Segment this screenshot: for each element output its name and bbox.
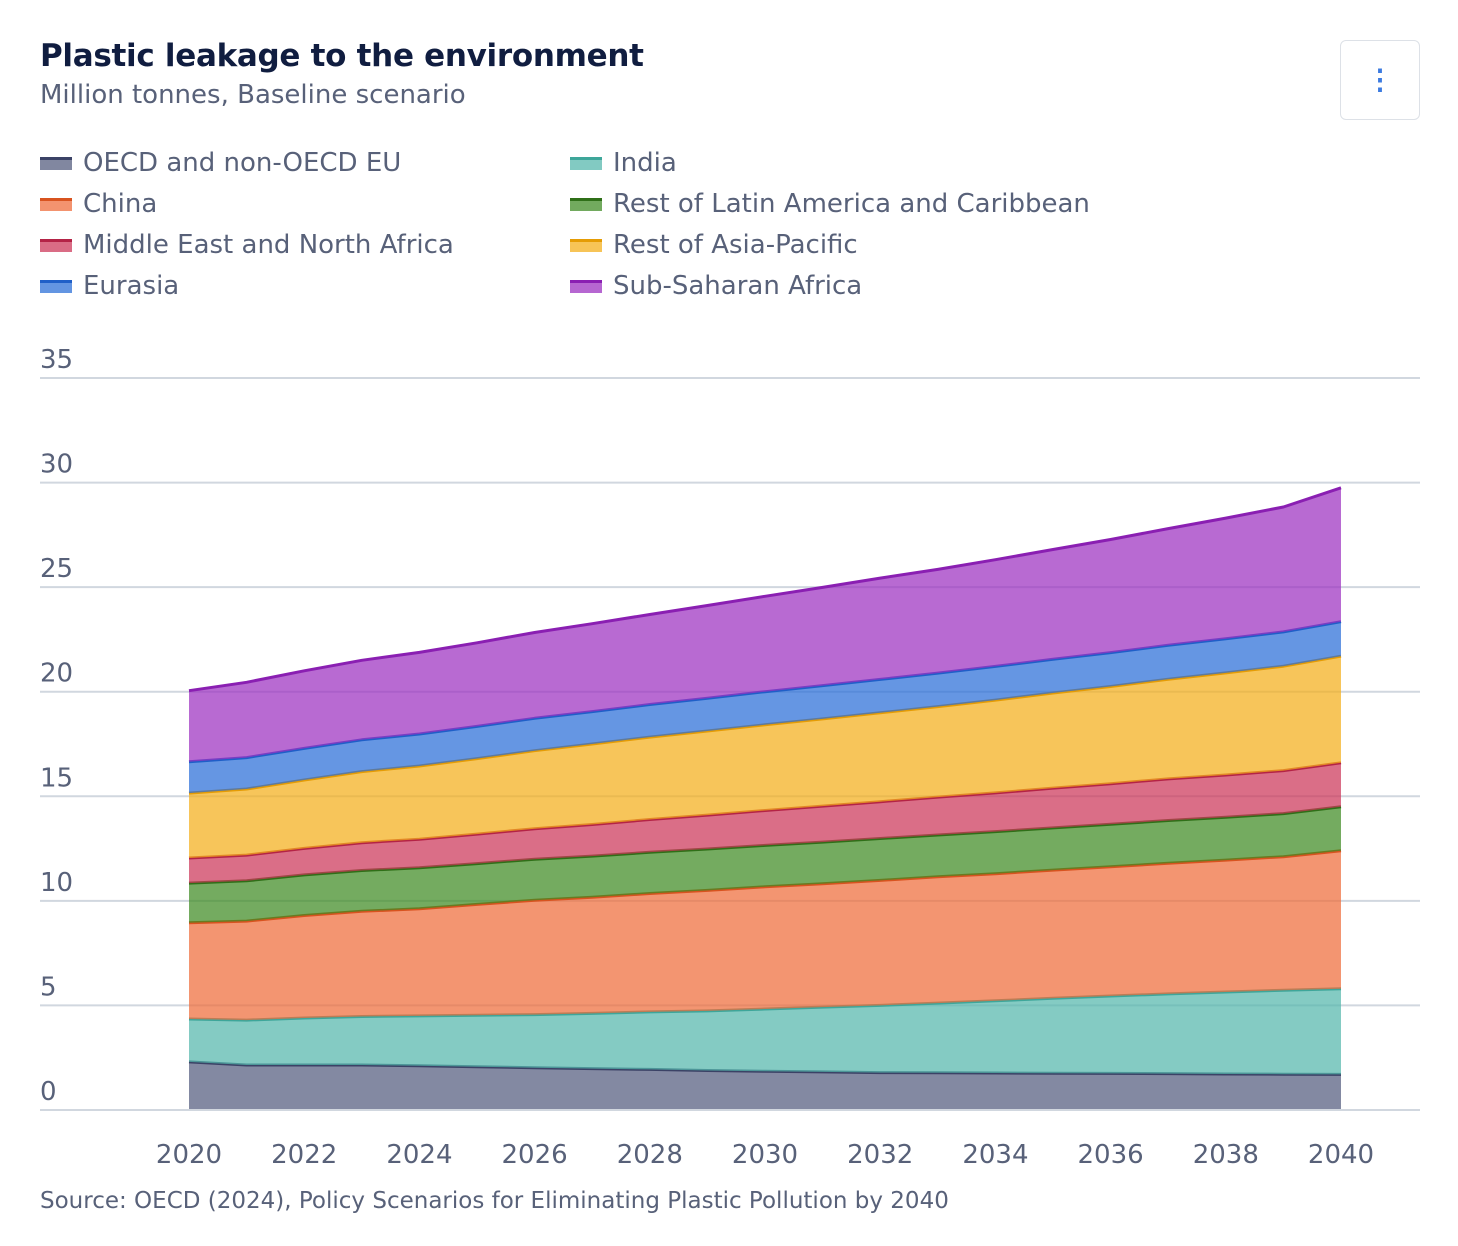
stacked-areas xyxy=(188,486,1342,1110)
legend-item[interactable]: Sub-Saharan Africa xyxy=(570,267,862,305)
area-china[interactable] xyxy=(189,850,1341,1021)
x-tick-label: 2022 xyxy=(271,1140,337,1170)
y-tick-label: 30 xyxy=(40,450,73,480)
axes: 0 5 10 15 20 25 30 35 2020 2022 2024 2026 2028 2030 20… xyxy=(40,345,1420,1170)
legend-label: India xyxy=(613,148,677,178)
chart-legend: OECD and non-OECD EU China Middle East and… xyxy=(40,144,1140,314)
legend-label: Rest of Latin America and Caribbean xyxy=(613,189,1090,219)
area-india[interactable] xyxy=(189,988,1341,1075)
x-tick-label: 2030 xyxy=(732,1140,798,1170)
x-tick-label: 2024 xyxy=(386,1140,452,1170)
x-tick-label: 2040 xyxy=(1308,1140,1374,1170)
legend-swatch xyxy=(40,156,72,170)
x-tick-label: 2020 xyxy=(156,1140,222,1170)
chart-title: Plastic leakage to the environment xyxy=(40,38,644,74)
legend-label: Sub-Saharan Africa xyxy=(613,271,863,301)
area-middle-east-and-north-africa[interactable] xyxy=(189,762,1341,884)
legend-label: Middle East and North Africa xyxy=(83,230,454,260)
y-tick-label: 35 xyxy=(40,345,73,375)
legend-swatch xyxy=(570,238,602,252)
chart-source: Source: OECD (2024), Policy Scenarios fo… xyxy=(40,1188,949,1214)
legend-item[interactable]: India xyxy=(570,144,677,182)
area-eurasia[interactable] xyxy=(189,621,1341,794)
x-tick-label: 2028 xyxy=(617,1140,683,1170)
legend-item[interactable]: Rest of Asia-Pacific xyxy=(570,226,858,264)
legend-label: China xyxy=(83,189,158,219)
y-tick-label: 5 xyxy=(40,972,57,1002)
x-tick-label: 2036 xyxy=(1078,1140,1144,1170)
area-sub-saharan-africa[interactable] xyxy=(189,487,1341,762)
chart-subtitle: Million tonnes, Baseline scenario xyxy=(40,80,466,110)
chart-menu-button[interactable]: ⋮ xyxy=(1340,40,1420,120)
series-line xyxy=(188,486,1342,693)
area-rest-of-asia-pacific[interactable] xyxy=(189,656,1341,858)
legend-label: OECD and non-OECD EU xyxy=(83,148,402,178)
legend-label: Eurasia xyxy=(83,271,180,301)
legend-swatch xyxy=(40,238,72,252)
y-tick-label: 20 xyxy=(40,659,73,689)
more-vertical-icon: ⋮ xyxy=(1366,64,1394,95)
x-tick-label: 2026 xyxy=(502,1140,568,1170)
legend-swatch xyxy=(570,197,602,211)
x-tick-label: 2038 xyxy=(1193,1140,1259,1170)
y-tick-label: 25 xyxy=(40,554,73,584)
legend-swatch xyxy=(40,279,72,293)
y-tick-label: 15 xyxy=(40,763,73,793)
legend-item[interactable]: Eurasia xyxy=(40,267,179,305)
y-tick-label: 0 xyxy=(40,1077,57,1107)
legend-item[interactable]: OECD and non-OECD EU xyxy=(40,144,401,182)
legend-item[interactable]: Middle East and North Africa xyxy=(40,226,454,264)
legend-swatch xyxy=(570,156,602,170)
legend-label: Rest of Asia-Pacific xyxy=(613,230,858,260)
x-tick-label: 2032 xyxy=(847,1140,913,1170)
area-rest-of-latin-america-and-caribbean[interactable] xyxy=(189,806,1341,923)
legend-item[interactable]: Rest of Latin America and Caribbean xyxy=(570,185,1090,223)
legend-swatch xyxy=(570,279,602,293)
legend-item[interactable]: China xyxy=(40,185,157,223)
legend-swatch xyxy=(40,197,72,211)
y-tick-label: 10 xyxy=(40,868,73,898)
x-tick-label: 2034 xyxy=(962,1140,1028,1170)
